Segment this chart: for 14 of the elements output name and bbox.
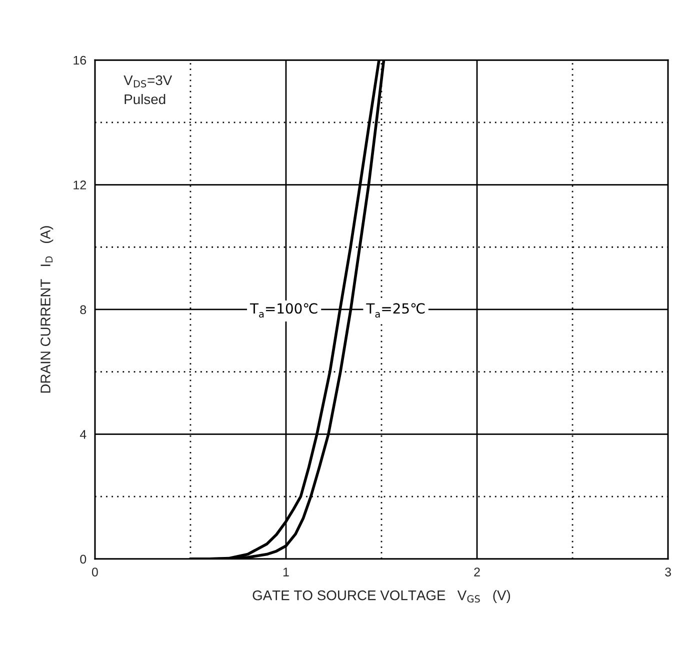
y-tick-label: 8: [80, 305, 86, 314]
x-tick-label: 2: [474, 568, 480, 576]
y-tick-label: 0: [80, 554, 86, 564]
y-tick-label: 4: [80, 430, 86, 439]
y-tick-label: 16: [74, 56, 86, 65]
y-tick-label: 12: [74, 180, 86, 190]
x-tick-label: 1: [283, 568, 289, 576]
annotation: V$_{DS}$=3V Pulsed: [124, 75, 172, 104]
series-label: Ta=25℃: [366, 303, 425, 318]
series-label: Ta=100℃: [250, 303, 318, 318]
x-tick-label: 3: [665, 568, 671, 576]
x-tick-label: 0: [92, 568, 98, 576]
text: DRAIN CURRENT I$_{D}$ (A): [40, 226, 54, 393]
text: GATE TO SOURCE VOLTAGE V$_{GS}$ (V): [252, 590, 510, 603]
